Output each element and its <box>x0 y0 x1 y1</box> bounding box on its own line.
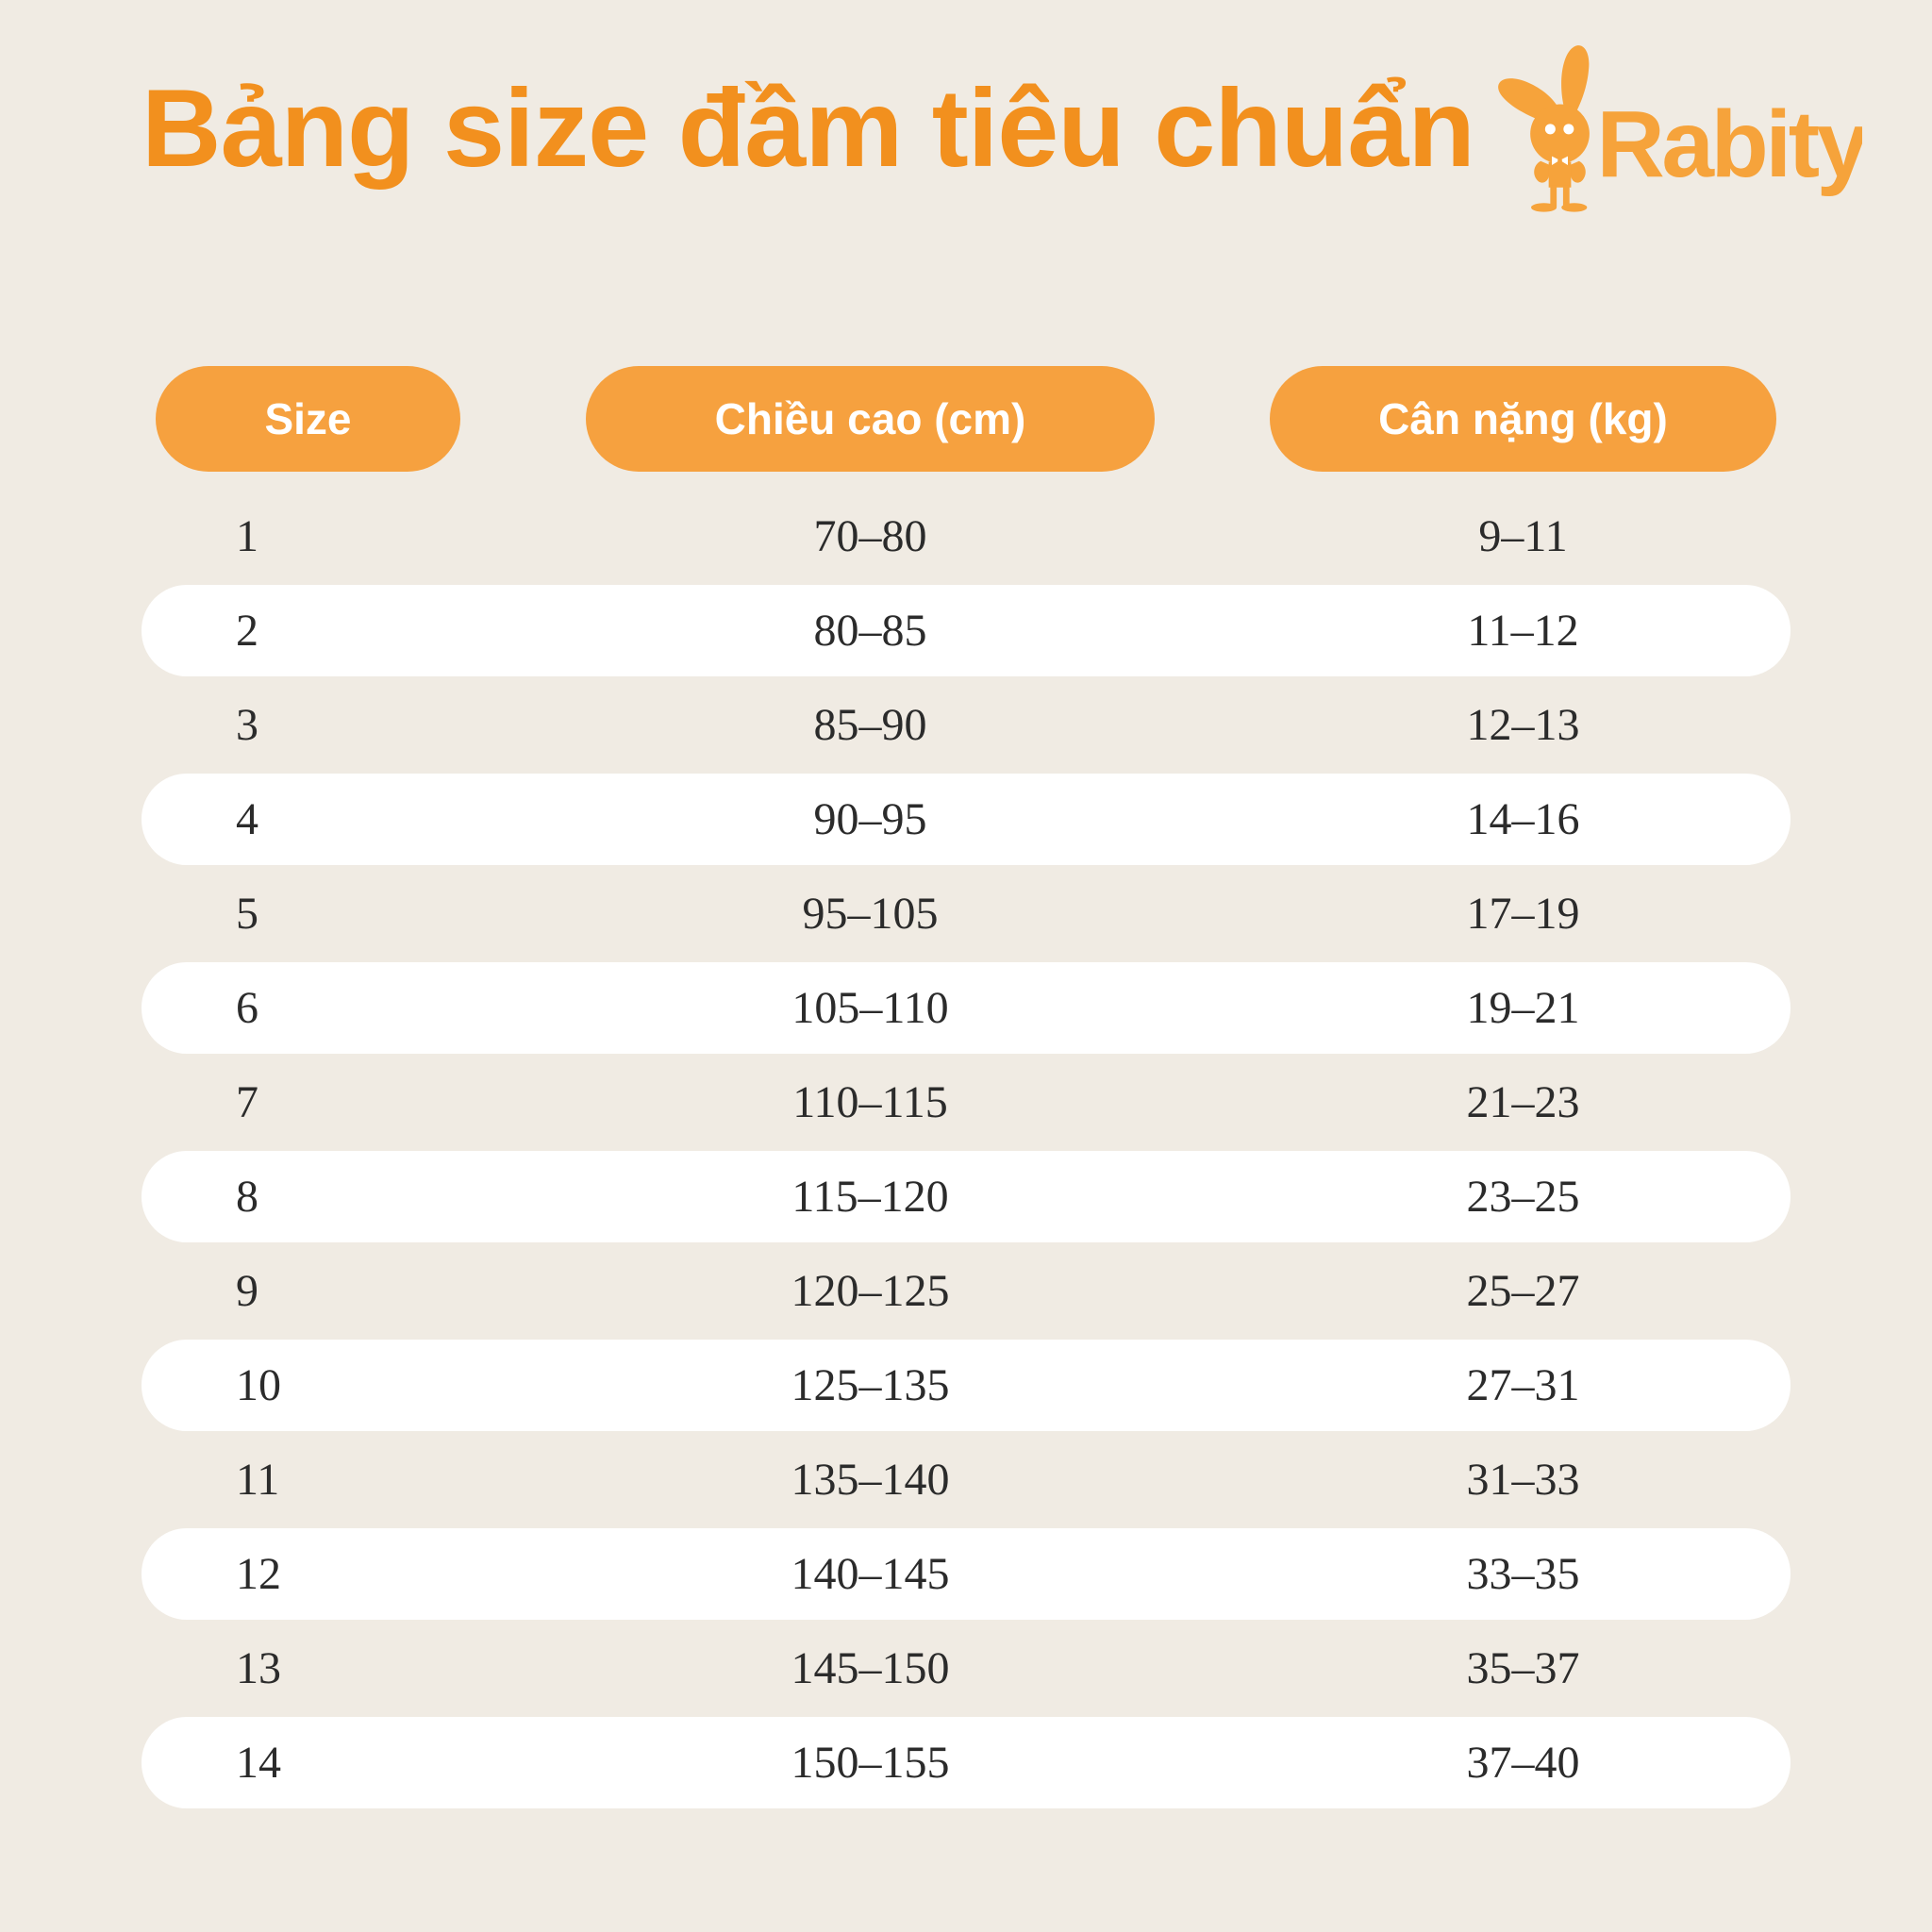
svg-text:Rabity: Rabity <box>1597 92 1862 197</box>
